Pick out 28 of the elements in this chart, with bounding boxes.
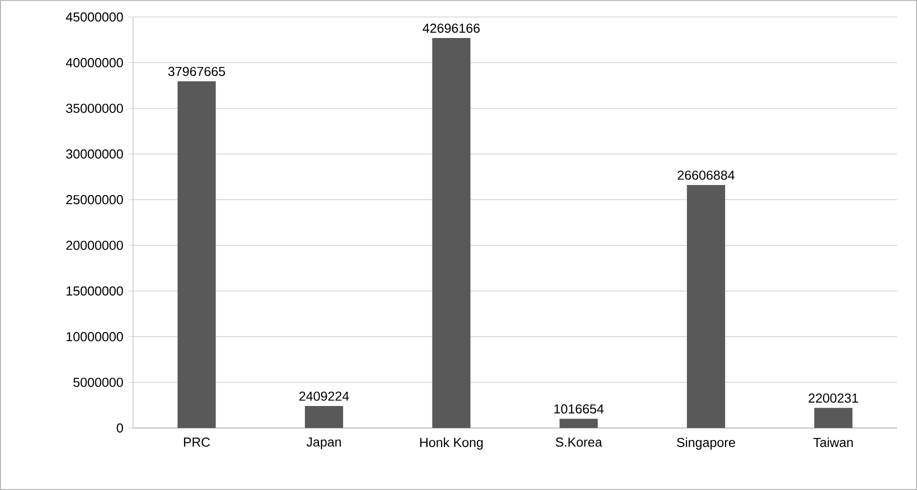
bar xyxy=(178,81,216,428)
bar xyxy=(304,406,344,428)
y-tick-label: 45000000 xyxy=(66,12,123,22)
y-tick-label: 15000000 xyxy=(66,286,123,296)
bar xyxy=(432,38,470,428)
y-tick-label: 25000000 xyxy=(66,195,123,204)
x-tick-label: Singapore xyxy=(676,438,736,450)
x-tick-label: PRC xyxy=(184,438,210,447)
y-tick-label: 10000000 xyxy=(66,332,123,342)
y-tick-label: 35000000 xyxy=(66,104,123,113)
data-label: 1016654 xyxy=(554,404,604,414)
y-tick-label: 20000000 xyxy=(66,240,123,250)
x-tick-label: Taiwan xyxy=(813,438,853,448)
data-label: 2409224 xyxy=(299,392,349,401)
y-tick-label: 0 xyxy=(116,423,123,433)
x-tick-label: S.Korea xyxy=(556,438,602,447)
y-tick-label: 5000000 xyxy=(73,378,123,387)
data-label: 26606884 xyxy=(678,170,735,180)
data-label: 42696166 xyxy=(422,24,480,33)
data-label: 37967665 xyxy=(168,66,226,76)
x-tick-label: Japan xyxy=(306,438,341,450)
x-tick-label: Honk Kong xyxy=(420,438,483,450)
bar xyxy=(686,184,726,428)
bar xyxy=(560,418,598,428)
y-tick-label: 40000000 xyxy=(66,58,123,68)
bar xyxy=(814,408,852,428)
y-tick-label: 30000000 xyxy=(66,149,123,159)
data-label: 2200231 xyxy=(808,393,858,403)
